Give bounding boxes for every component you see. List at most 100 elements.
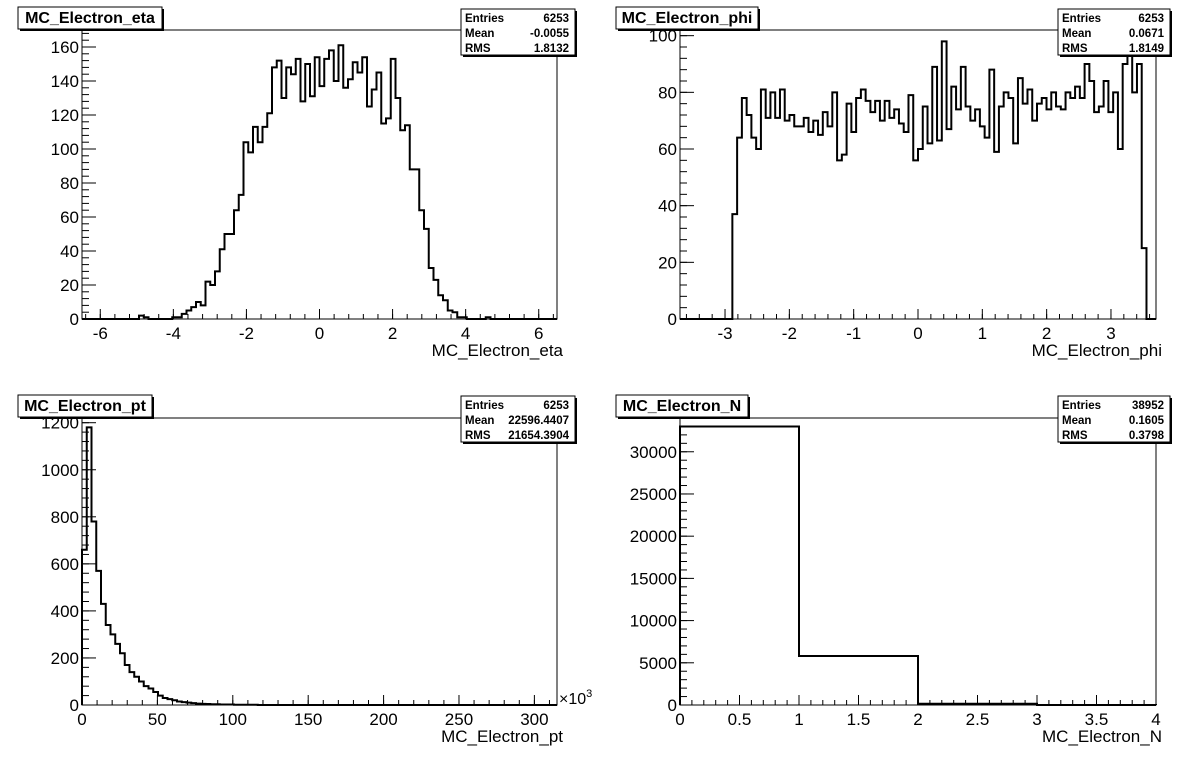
stats-label: RMS (1062, 430, 1088, 442)
y-tick-label: 40 (658, 197, 677, 216)
y-tick-label: 80 (60, 174, 79, 193)
stats-label: Entries (465, 13, 504, 25)
x-tick-label: 1.5 (847, 710, 871, 729)
histogram-title: MC_Electron_pt (24, 398, 146, 415)
plot-frame (81, 417, 558, 706)
y-tick-label: 100 (649, 27, 677, 46)
histogram-line (680, 40, 1156, 320)
stats-label: Mean (465, 415, 494, 427)
y-tick-label: 400 (51, 602, 79, 621)
stats-label: RMS (465, 43, 491, 55)
stats-value: 38952 (1132, 400, 1164, 412)
x-tick-label: -2 (239, 324, 254, 343)
histogram-line (82, 44, 557, 320)
stats-box (1057, 8, 1171, 56)
stats-label: Mean (1062, 415, 1091, 427)
stats-value: 1.8149 (1129, 43, 1164, 55)
y-tick-label: 0 (668, 696, 677, 715)
x-tick-label: 4 (461, 324, 470, 343)
stats-label: Entries (465, 400, 504, 412)
stats-value: 0.1605 (1129, 415, 1165, 427)
x-tick-label: 50 (148, 710, 167, 729)
stats-label: Entries (1062, 400, 1101, 412)
title-box (17, 394, 153, 418)
y-tick-label: 800 (51, 508, 79, 527)
stats-value: 0.3798 (1129, 430, 1165, 442)
x-axis-title: MC_Electron_eta (432, 341, 564, 360)
stats-value: 22596.4407 (508, 415, 569, 427)
histogram-panels: -6 -4 -2 0 2 4 6020406080100120140160MC_Electr… (17, 6, 1172, 746)
x-tick-label: -4 (166, 324, 181, 343)
y-tick-label: 10000 (630, 612, 677, 631)
y-tick-label: 200 (51, 649, 79, 668)
y-tick-label: 20 (658, 253, 677, 272)
y-tick-label: 60 (60, 208, 79, 227)
y-tick-label: 100 (51, 140, 79, 159)
stats-value: 6253 (543, 400, 569, 412)
stats-value: 6253 (1138, 13, 1164, 25)
stats-value: 0.0671 (1129, 28, 1165, 40)
histogram-line (81, 426, 557, 706)
x-tick-label: -6 (93, 324, 108, 343)
histogram-line (679, 425, 1157, 706)
stats-value: 6253 (543, 13, 569, 25)
title-box (615, 394, 749, 418)
x-tick-label: 2 (388, 324, 397, 343)
x-tick-label: 1 (978, 324, 987, 343)
y-tick-label: 0 (70, 310, 79, 329)
x-tick-label: 100 (219, 710, 247, 729)
x-tick-label: 4 (1151, 710, 1160, 729)
x-tick-label: 250 (445, 710, 473, 729)
x-tick-label: 3 (1106, 324, 1115, 343)
x-tick-label: 150 (294, 710, 322, 729)
y-tick-label: 1000 (41, 461, 79, 480)
y-tick-label: 0 (668, 310, 677, 329)
x-axis-title: MC_Electron_N (1042, 727, 1162, 746)
histogram-title: MC_Electron_eta (25, 10, 155, 27)
y-tick-label: 120 (51, 106, 79, 125)
x-tick-label: 2 (913, 710, 922, 729)
x-tick-label: 3.5 (1085, 710, 1109, 729)
y-tick-label: 140 (51, 72, 79, 91)
x-tick-label: 2.5 (966, 710, 990, 729)
y-tick-label: 40 (60, 242, 79, 261)
histogram-title: MC_Electron_N (623, 398, 741, 415)
y-tick-label: 25000 (630, 485, 677, 504)
y-tick-label: 60 (658, 140, 677, 159)
y-tick-label: 30000 (630, 443, 677, 462)
x-tick-label: 0.5 (728, 710, 752, 729)
stats-value: -0.0055 (530, 28, 570, 40)
stats-box (460, 395, 576, 443)
x-tick-label: 0 (77, 710, 86, 729)
x-axis-title: MC_Electron_phi (1032, 341, 1162, 360)
stats-box (1057, 395, 1171, 443)
x-axis-exponent: ×103 (559, 688, 592, 708)
title-box (17, 6, 163, 30)
y-tick-label: 160 (51, 38, 79, 57)
x-tick-label: -1 (846, 324, 861, 343)
stats-label: RMS (465, 430, 491, 442)
x-tick-label: 0 (675, 710, 684, 729)
x-tick-label: 3 (1032, 710, 1041, 729)
histogram-panel-4: 0 0.5 1 1.5 2 2.5 3 3.5 4 0 5000 10000 15000 20000 250… (615, 394, 1172, 746)
histogram-panel-1: -6 -4 -2 0 2 4 6020406080100120140160MC_Electr… (17, 6, 577, 360)
y-tick-label: 80 (658, 83, 677, 102)
y-tick-label: 20 (60, 276, 79, 295)
x-tick-label: 6 (534, 324, 543, 343)
x-tick-label: 0 (913, 324, 922, 343)
stats-label: RMS (1062, 43, 1088, 55)
x-tick-label: 300 (520, 710, 548, 729)
y-tick-label: 5000 (639, 654, 677, 673)
x-tick-label: 2 (1042, 324, 1051, 343)
x-tick-label: 1 (794, 710, 803, 729)
title-box (615, 6, 759, 30)
y-tick-label: 600 (51, 555, 79, 574)
x-tick-label: -2 (782, 324, 797, 343)
x-axis-title: MC_Electron_pt (441, 727, 563, 746)
histogram-title: MC_Electron_phi (622, 10, 753, 27)
stats-box (460, 8, 576, 56)
y-tick-label: 15000 (630, 569, 677, 588)
x-tick-label: 0 (315, 324, 324, 343)
stats-label: Entries (1062, 13, 1101, 25)
